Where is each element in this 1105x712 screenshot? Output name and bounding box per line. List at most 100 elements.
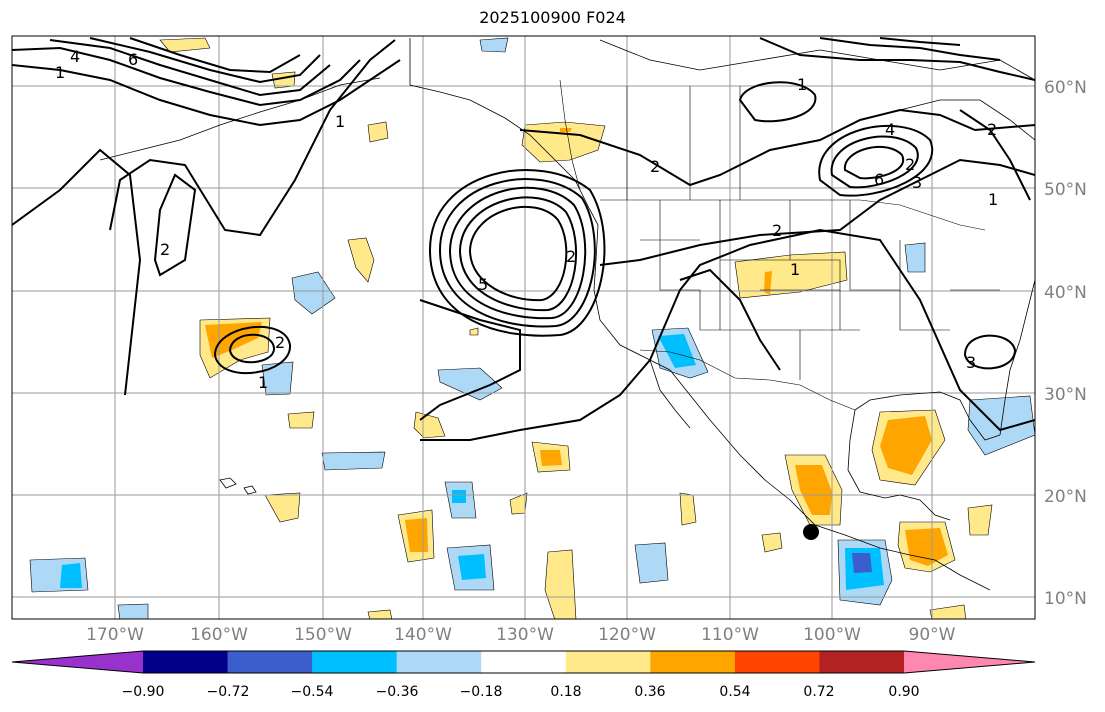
fill-orange-south-pacific [405,518,428,552]
coast-baja [649,359,691,429]
contour-label: 2 [650,157,660,176]
lat-label-50n: 50°N [1044,180,1087,200]
fill-yellow-south-pacific-3 [679,492,697,526]
contour-label: 4 [885,120,895,139]
lon-label-100w: 100°W [803,625,861,645]
colorbar-tick-label: 0.36 [634,684,666,700]
map-frame [11,35,1036,620]
contour-west-4 [89,37,321,84]
contour-label: 6 [128,50,138,69]
contour-low-outer [419,299,521,421]
lon-label-90w: 90°W [908,625,956,645]
lon-label-160w: 160°W [190,625,248,645]
lon-label-140w: 140°W [394,625,452,645]
contour-ne-3 [879,37,961,46]
fill-orange-small [540,450,562,466]
fill-blue-pacific-3 [321,451,386,471]
fill-blue-north-pacific-top [479,37,509,53]
fill-orange-alaska [560,128,572,132]
fill-blue-pacific-2 [437,367,503,401]
contour-2-upper [519,108,1035,187]
border-alaska-canada [559,79,581,191]
contour-label: 2 [772,221,782,240]
fill-sky-pacific-4 [452,490,466,503]
coast-alaska [409,38,599,226]
colorbar-tick-label: −0.90 [121,684,165,700]
contour-label: 2 [160,240,170,259]
fill-royal-mexico-south [852,553,872,573]
border-us-canada [600,199,986,231]
colorbar-segment [734,651,820,673]
contour-low-2 [438,178,596,328]
fill-yellow-pacific-small-5 [509,492,528,515]
colorbar-segment [396,651,482,673]
contour-canada-low-3 [843,145,905,180]
contour-hawaii-circles [213,325,292,375]
fill-orange-mexico-west [795,465,832,515]
contour-east-1 [959,109,1031,201]
lat-label-60n: 60°N [1044,78,1087,98]
fill-orange-gulf [880,416,932,475]
coast-gulf [854,391,1001,441]
contour-west-1 [12,59,401,127]
border-us-mexico [639,349,856,411]
contour-label: 1 [790,260,800,279]
map-title: 2025100900 F024 [479,8,626,27]
fill-yellow-west-pacific-upper [159,37,211,53]
fill-blue-pacific-1 [291,271,336,315]
contour-label: 2 [905,155,915,174]
map-plot: 1 4 6 1 2 2 2 1 2 5 4 1 2 3 1 6 2 2 1 3 [11,35,1036,620]
fill-sky-west-pacific [60,563,82,588]
contour-low-1 [428,169,606,337]
fill-yellow-pacific-small-1 [287,411,315,429]
fill-blue-hawaii [261,361,294,396]
contour-loop-2b [153,173,197,277]
contour-label: 3 [966,353,976,372]
storm-center-marker [803,524,819,540]
lon-label-130w: 130°W [496,625,554,645]
contour-ne-1 [759,37,1035,81]
fill-yellow-caribbean [967,504,993,536]
fill-yellow-small-pacific-7 [367,609,393,619]
contour-label: 4 [70,47,80,66]
contour-east-3-circle [963,334,1017,370]
colorbar-segment [819,651,905,673]
lon-label-110w: 110°W [701,625,759,645]
contour-mexico-1 [679,268,781,371]
contours [12,37,1035,441]
contour-west-3 [49,39,331,97]
fill-yellow-pacific-small-4 [264,492,301,523]
contour-label: 6 [874,170,884,189]
colorbar-tick-label: 0.72 [803,684,835,700]
colorbar [11,650,1036,674]
contour-low-5 [468,205,568,302]
colorbar-segment [481,651,567,673]
contour-low-3 [448,186,587,320]
fill-blue-great-lakes [904,242,926,273]
fill-blue-south-small [117,603,149,619]
lat-label-30n: 30°N [1044,385,1087,405]
political-borders [559,79,1000,411]
colorbar-segment [143,651,229,673]
fill-yellow-pacific-small-2 [413,411,446,439]
contour-west-2 [12,46,361,107]
fill-yellow-north-pacific-1 [367,121,389,143]
colorbar-segment [650,651,736,673]
lon-label-170w: 170°W [86,625,144,645]
colorbar-tick-label: −0.36 [375,684,419,700]
lon-label-150w: 150°W [294,625,352,645]
contour-canada-low-1 [818,125,934,197]
coast-hawaii-2 [243,485,257,495]
colorbar-tick-label: 0.54 [719,684,751,700]
fill-blue-pacific-6 [634,542,669,584]
colorbar-extend-min [12,651,143,673]
coast-aleutians [99,77,381,161]
coast-gulf-west [847,409,951,521]
lat-label-20n: 20°N [1044,487,1087,507]
graticule [12,36,1035,619]
contour-label: 3 [912,173,922,192]
colorbar-tick-label: 0.90 [888,684,920,700]
contour-label: 5 [478,275,488,294]
fill-yellow-north-pacific-2 [347,237,375,283]
orange-fills [205,128,948,566]
